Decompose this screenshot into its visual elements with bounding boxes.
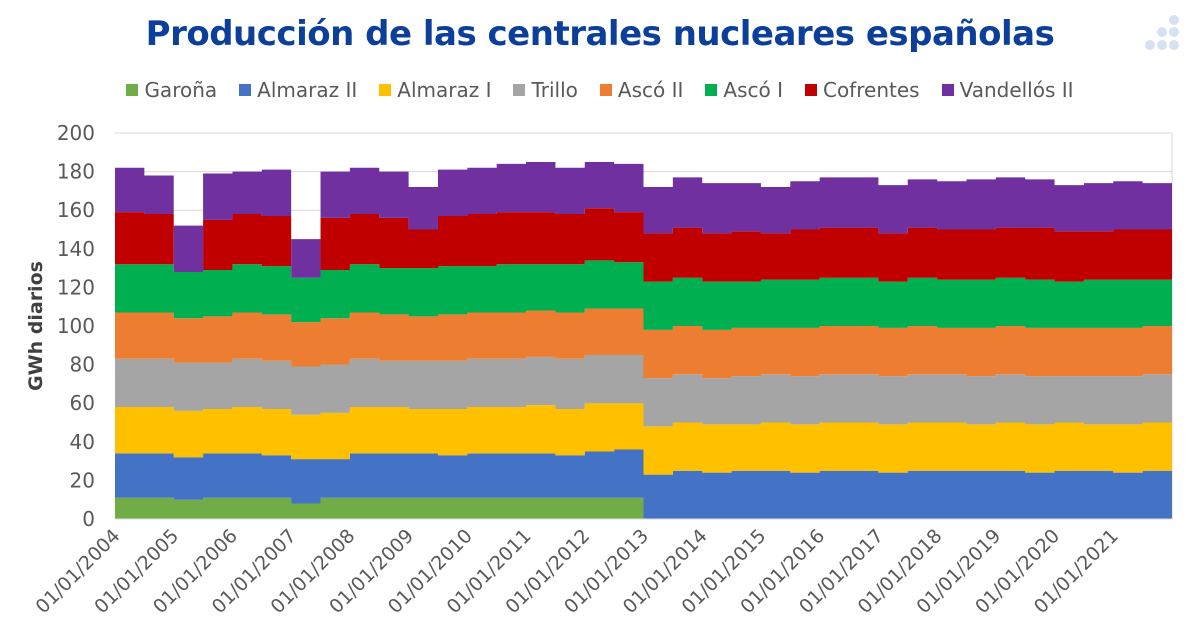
legend-item: Ascó I [705,78,783,102]
legend-swatch [126,84,139,96]
y-tick-label: 40 [70,430,95,454]
legend-item: Almaraz I [379,78,491,102]
legend-label: Garoña [144,78,218,102]
logo-dots-icon [1145,15,1179,50]
area-cofrentes [115,208,1172,282]
legend-item: Trillo [513,78,578,102]
y-tick-label: 60 [70,391,95,415]
legend-swatch [705,84,718,96]
legend-label: Cofrentes [822,78,920,102]
legend-item: Almaraz II [239,78,357,102]
y-tick-label: 200 [57,121,95,145]
legend-swatch [599,84,612,96]
legend-label: Trillo [531,78,578,102]
legend-item: Ascó II [599,78,684,102]
legend-label: Ascó II [617,78,684,102]
area-almaraz-i [115,403,1172,475]
y-tick-label: 180 [57,160,95,184]
legend-swatch [804,84,817,96]
y-tick-label: 140 [57,237,95,261]
legend-item: Garoña [126,78,217,102]
y-tick-label: 100 [57,314,95,338]
legend-item: Cofrentes [804,78,920,102]
area-almaraz-ii [115,449,1172,519]
y-tick-label: 120 [57,275,95,299]
y-tick-label: 80 [70,353,95,377]
legend-swatch [513,84,526,96]
legend-label: Vandellós II [959,78,1074,102]
legend-swatch [941,84,954,96]
legend-swatch [379,84,392,96]
legend-label: Ascó I [723,78,783,102]
y-tick-label: 0 [82,507,95,531]
y-tick-label: 160 [57,198,95,222]
chart-title: Producción de las centrales nucleares es… [145,14,1055,54]
y-tick-label: 20 [70,468,95,492]
y-axis-label: GWh diarios [25,261,47,391]
legend-item: Vandellós II [941,78,1074,102]
area-trillo [115,354,1172,427]
legend-swatch [239,84,252,96]
legend: Garoña Almaraz II Almaraz I Trillo Ascó II As… [0,78,1200,102]
area-vandell-s-ii [115,161,1172,278]
legend-label: Almaraz I [397,78,492,102]
legend-label: Almaraz II [257,78,358,102]
